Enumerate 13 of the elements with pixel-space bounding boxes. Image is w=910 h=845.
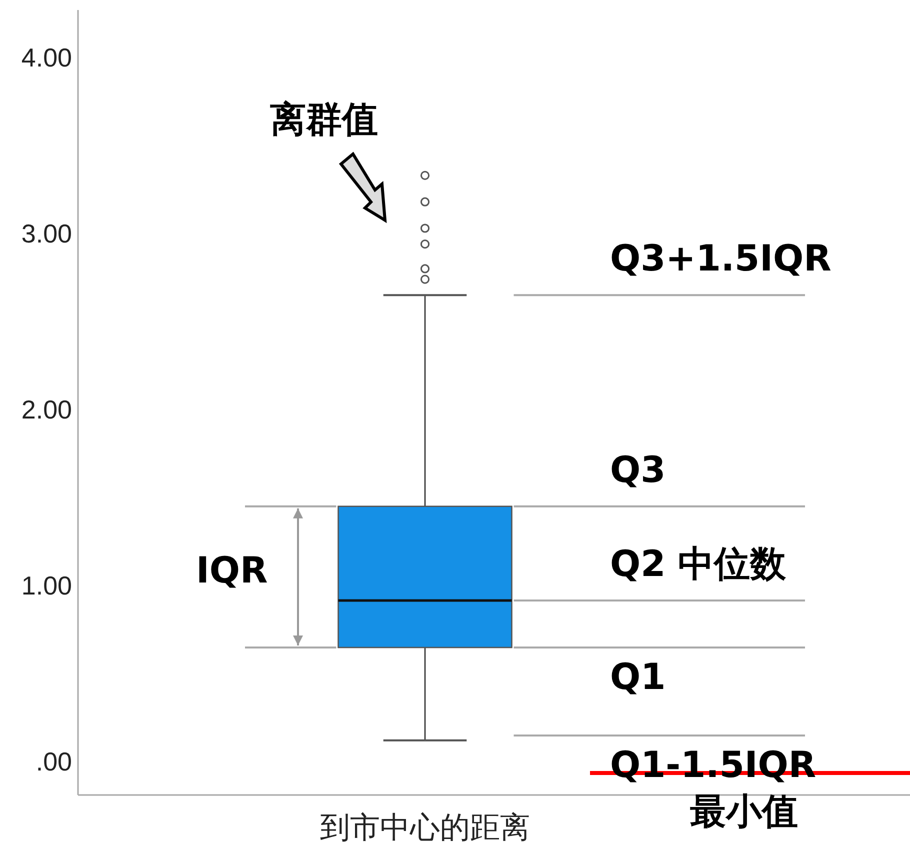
x-tick-label: 到市中心的距离 — [320, 810, 530, 845]
annotation: IQR — [196, 550, 268, 592]
ref-line-label: Q2 中位数 — [610, 544, 788, 586]
y-tick-label: 1.00 — [21, 570, 72, 601]
y-tick-label: 2.00 — [21, 394, 72, 425]
ref-line-label: Q1 — [610, 657, 666, 698]
y-tick-label: 3.00 — [21, 218, 72, 249]
annotation: 最小值 — [690, 792, 798, 832]
annotation: 离群值 — [270, 100, 378, 140]
y-tick-label: 4.00 — [21, 42, 72, 73]
ref-line-label: Q3+1.5IQR — [610, 238, 832, 280]
y-tick-label: .00 — [36, 746, 72, 777]
ref-line-label: Q3 — [610, 450, 666, 491]
